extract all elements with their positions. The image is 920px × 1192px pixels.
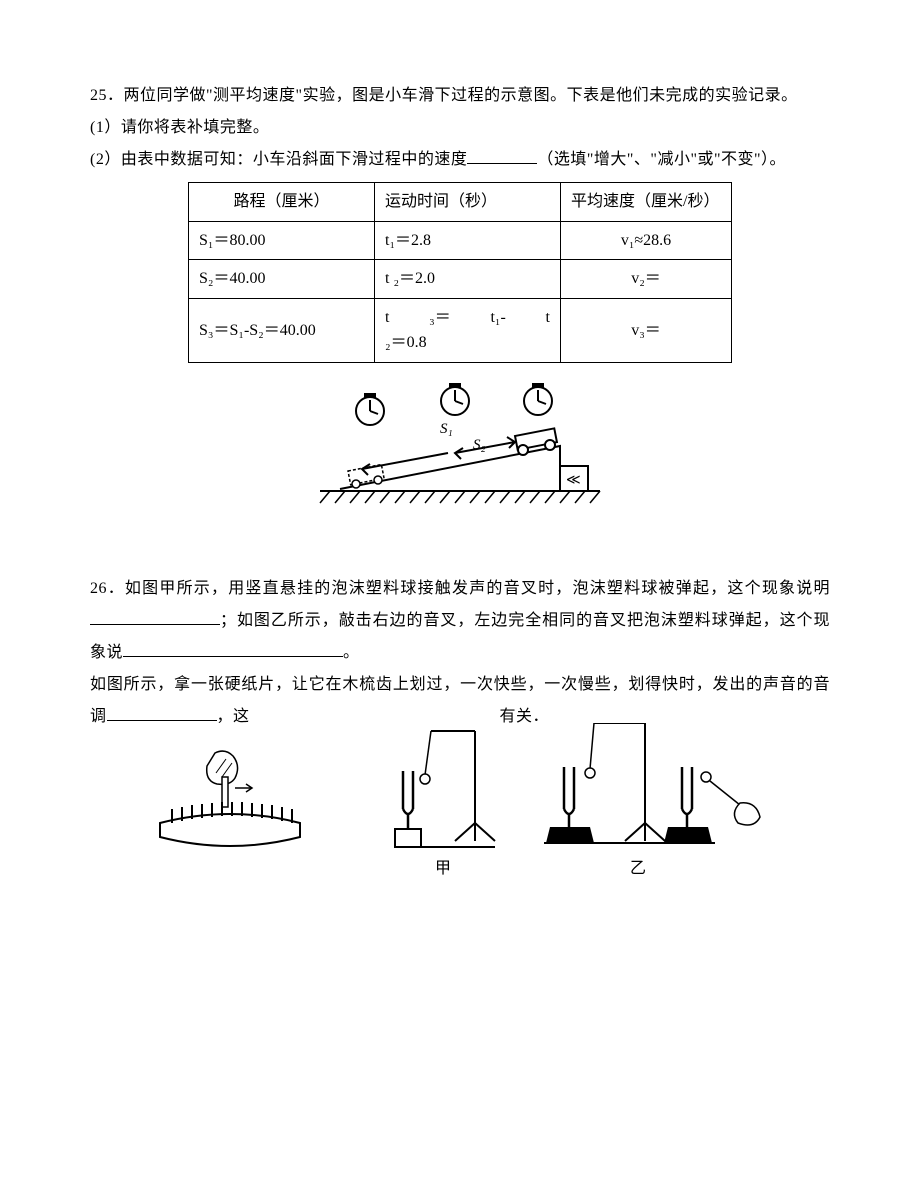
- q25-line3a: (2）由表中数据可知：小车沿斜面下滑过程中的速度: [90, 151, 467, 168]
- cell-t1: t₁＝2.8: [375, 221, 561, 260]
- cell-v2[interactable]: v₂＝: [561, 260, 732, 299]
- q26-t1a: 26．如图甲所示，用竖直悬挂的泡沫塑料球接触发声的音叉时，泡沫塑料球被弹起，这个…: [90, 580, 830, 597]
- q26-blank3[interactable]: [107, 704, 217, 721]
- cell-s3: S₃＝S₁-S₂＝40.00: [189, 298, 375, 362]
- hdr-distance: 路程（厘米）: [189, 183, 375, 222]
- q25-line2: (1）请你将表补填完整。: [90, 112, 830, 144]
- cell-t2: t ₂＝2.0: [375, 260, 561, 299]
- hdr-speed: 平均速度（厘米/秒）: [561, 183, 732, 222]
- cell-s2: S₂＝40.00: [189, 260, 375, 299]
- q25-line3: (2）由表中数据可知：小车沿斜面下滑过程中的速度 （选填"增大"、"减小"或"不变…: [90, 144, 830, 176]
- label-jia: 甲: [435, 860, 451, 877]
- q25-line3b: （选填"增大"、"减小"或"不变"）。: [537, 151, 786, 168]
- svg-text:≪: ≪: [566, 473, 581, 488]
- label-s2: S₂: [473, 437, 486, 453]
- table-row: S₃＝S₁-S₂＝40.00 t ₃＝ t₁- t ₂＝0.8 v₃＝: [189, 298, 732, 362]
- label-s1: S₁: [440, 421, 453, 437]
- q25-ramp-diagram: ≪ S₁ S₂: [90, 371, 830, 523]
- q25-line1: 25．两位同学做"测平均速度"实验，图是小车滑下过程的示意图。下表是他们未完成的…: [90, 80, 830, 112]
- q26-diagrams: 甲: [90, 723, 830, 905]
- q26-para1: 26．如图甲所示，用竖直悬挂的泡沫塑料球接触发声的音叉时，泡沫塑料球被弹起，这个…: [90, 573, 830, 669]
- table-header-row: 路程（厘米） 运动时间（秒） 平均速度（厘米/秒）: [189, 183, 732, 222]
- q26-blank2[interactable]: [123, 640, 343, 657]
- hdr-time: 运动时间（秒）: [375, 183, 561, 222]
- table-row: S₁＝80.00 t₁＝2.8 v₁≈28.6: [189, 221, 732, 260]
- q25-blank-speed[interactable]: [467, 147, 537, 164]
- cell-v3[interactable]: v₃＝: [561, 298, 732, 362]
- q26-t1c: 。: [343, 644, 360, 661]
- cell-t3: t ₃＝ t₁- t ₂＝0.8: [375, 298, 561, 362]
- q26-blank1[interactable]: [90, 608, 220, 625]
- q25-table: 路程（厘米） 运动时间（秒） 平均速度（厘米/秒） S₁＝80.00 t₁＝2.…: [188, 182, 732, 363]
- table-row: S₂＝40.00 t ₂＝2.0 v₂＝: [189, 260, 732, 299]
- cell-v1: v₁≈28.6: [561, 221, 732, 260]
- cell-s1: S₁＝80.00: [189, 221, 375, 260]
- label-yi: 乙: [630, 860, 646, 877]
